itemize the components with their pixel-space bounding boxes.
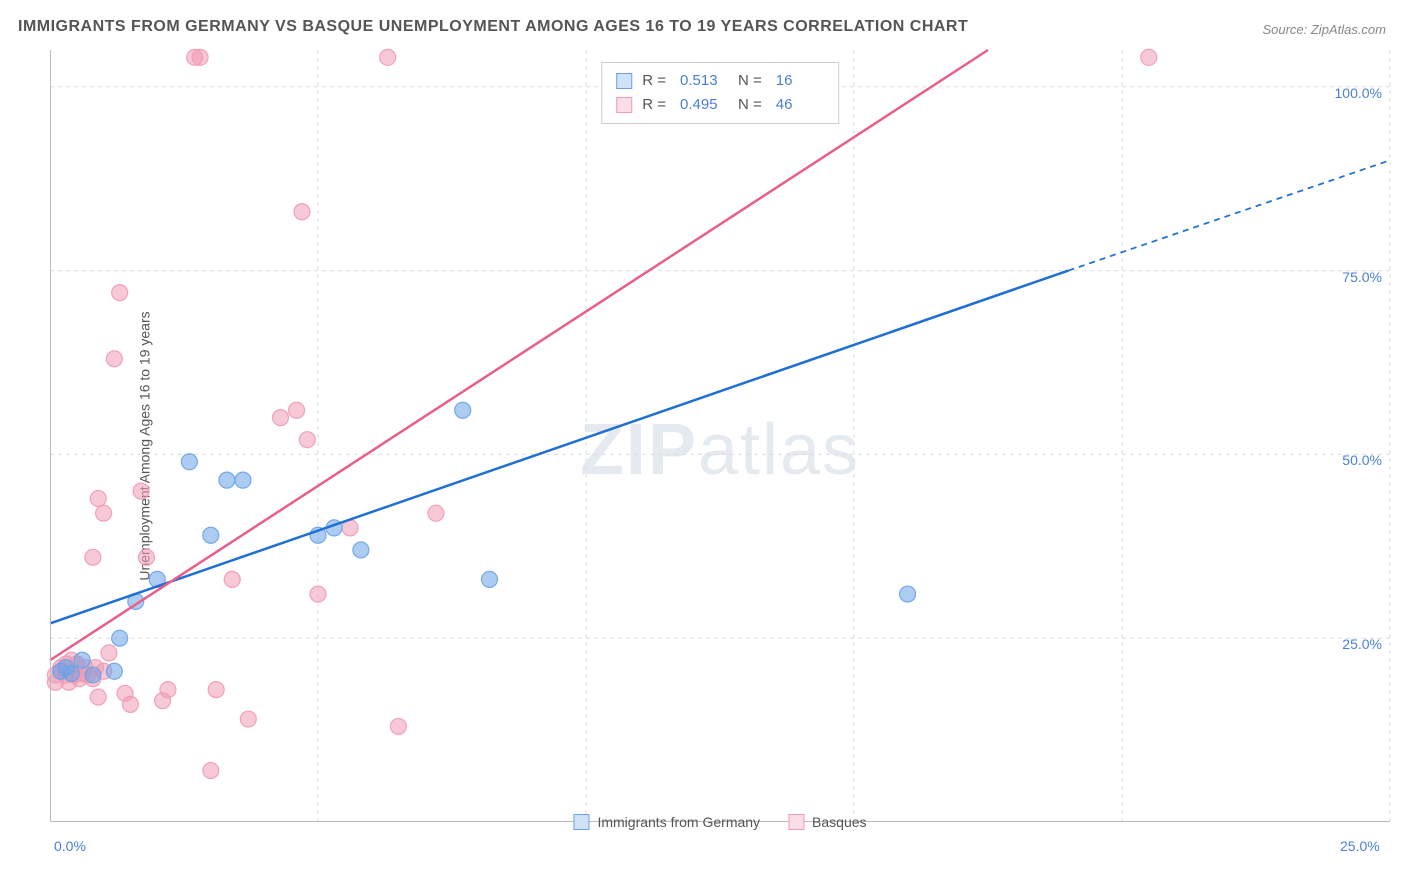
n-value-2: 46 (776, 93, 818, 117)
x-tick-label: 0.0% (54, 838, 86, 854)
swatch-series-1 (616, 73, 632, 89)
legend-item-1: Immigrants from Germany (573, 814, 760, 830)
y-axis-line (50, 50, 51, 822)
stats-row-series-1: R = 0.513 N = 16 (616, 69, 824, 93)
chart-svg (50, 50, 1390, 850)
chart-title: IMMIGRANTS FROM GERMANY VS BASQUE UNEMPL… (18, 18, 968, 36)
n-value-1: 16 (776, 69, 818, 93)
n-label: N = (738, 93, 762, 117)
legend-label-2: Basques (812, 814, 866, 830)
y-tick-label: 100.0% (1335, 85, 1382, 101)
x-tick-label: 25.0% (1340, 838, 1380, 854)
r-label: R = (642, 93, 666, 117)
source-attribution: Source: ZipAtlas.com (1262, 22, 1386, 37)
legend: Immigrants from Germany Basques (573, 814, 866, 830)
y-tick-label: 50.0% (1342, 452, 1382, 468)
legend-label-1: Immigrants from Germany (597, 814, 760, 830)
r-value-1: 0.513 (680, 69, 722, 93)
n-label: N = (738, 69, 762, 93)
r-label: R = (642, 69, 666, 93)
stats-row-series-2: R = 0.495 N = 46 (616, 93, 824, 117)
source-name: ZipAtlas.com (1311, 22, 1386, 37)
swatch-series-2 (616, 97, 632, 113)
source-prefix: Source: (1262, 22, 1310, 37)
y-tick-label: 25.0% (1342, 636, 1382, 652)
legend-item-2: Basques (788, 814, 866, 830)
legend-swatch-1 (573, 814, 589, 830)
legend-swatch-2 (788, 814, 804, 830)
plot-area: ZIPatlas 25.0%50.0%75.0%100.0% 0.0%25.0%… (50, 50, 1390, 850)
stats-box: R = 0.513 N = 16 R = 0.495 N = 46 (601, 62, 839, 124)
r-value-2: 0.495 (680, 93, 722, 117)
y-tick-label: 75.0% (1342, 269, 1382, 285)
